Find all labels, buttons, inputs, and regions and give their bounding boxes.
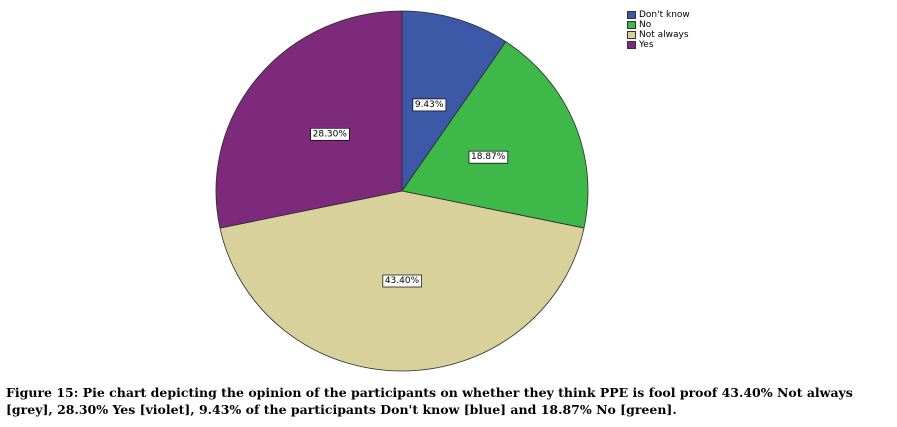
data-label-box-yes — [310, 127, 350, 141]
data-label-box-no — [468, 150, 509, 164]
legend-label-dont-know: Don't know — [639, 10, 690, 20]
data-label-no: 18.87% — [468, 150, 509, 164]
data-label-text-no: 18.87% — [471, 152, 506, 162]
legend-label-yes: Yes — [639, 40, 654, 50]
chart-legend: Don't know No Not always Yes — [627, 10, 690, 50]
legend-item-yes: Yes — [627, 40, 690, 50]
data-label-box-not-always — [382, 274, 422, 288]
figure-caption: Figure 15: Pie chart depicting the opini… — [6, 385, 853, 417]
legend-item-dont-know: Don't know — [627, 10, 690, 20]
data-label-text-yes: 28.30% — [313, 129, 348, 139]
pie-slice-yes — [215, 10, 403, 229]
data-label-yes: 28.30% — [310, 127, 350, 141]
data-label-text-dont-know: 9.43% — [415, 100, 444, 110]
legend-item-not-always: Not always — [627, 30, 690, 40]
data-label-not-always: 43.40% — [382, 274, 422, 288]
pie-slice-dont-know — [401, 10, 507, 193]
pie-slice-no — [401, 41, 589, 229]
data-label-box-dont-know — [412, 98, 447, 112]
legend-swatch-no — [627, 21, 636, 29]
legend-label-not-always: Not always — [639, 30, 689, 40]
legend-swatch-yes — [627, 41, 636, 49]
legend-swatch-not-always — [627, 31, 636, 39]
pie-chart: 9.43% 18.87% 43.40% 28.30% — [215, 10, 589, 372]
legend-item-no: No — [627, 20, 690, 30]
data-label-dont-know: 9.43% — [412, 98, 447, 112]
legend-label-no: No — [639, 20, 652, 30]
data-label-text-not-always: 43.40% — [385, 276, 420, 286]
legend-swatch-dont-know — [627, 11, 636, 19]
